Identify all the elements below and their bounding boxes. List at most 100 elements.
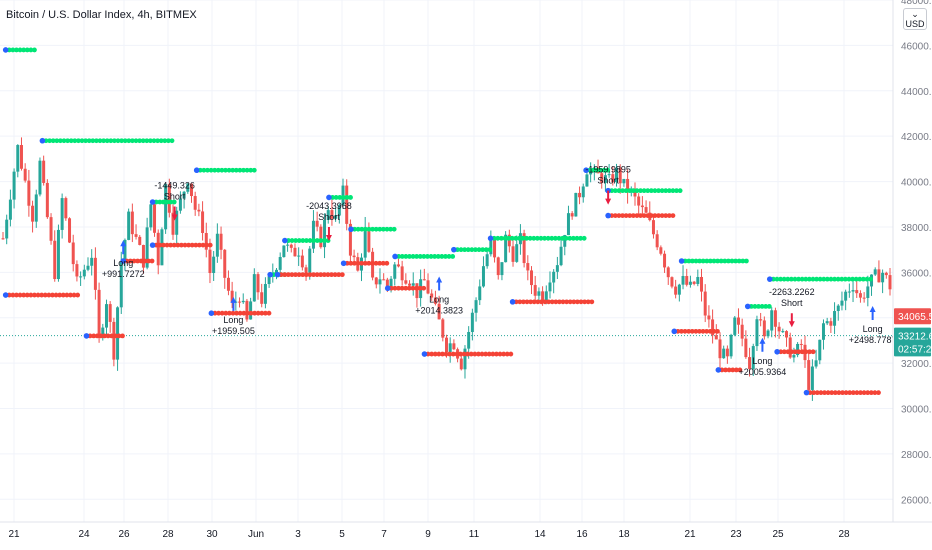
green-stop-dot — [311, 238, 317, 243]
green-stop-dot — [126, 138, 132, 144]
x-tick-label: 18 — [618, 529, 630, 540]
green-stop-dot — [17, 47, 23, 53]
candle-body — [53, 240, 57, 280]
red-stop-dot — [32, 292, 37, 298]
candle-body — [703, 291, 707, 316]
green-stop-dot — [446, 254, 452, 259]
red-stop-dot — [847, 390, 853, 396]
signal-label-2: +2005.9364 — [739, 367, 787, 377]
green-stop-dot — [623, 188, 629, 194]
green-stop-dot — [552, 235, 558, 241]
candle-body — [345, 185, 349, 224]
stop-start-marker — [83, 333, 90, 339]
green-stop-dot — [774, 276, 780, 282]
candle-body — [223, 249, 227, 278]
green-stop-dot — [697, 258, 703, 264]
price-label: 33212.62 — [898, 332, 932, 343]
candle-body — [378, 279, 382, 285]
red-stop-dot — [403, 285, 409, 291]
stop-start-marker — [487, 235, 494, 242]
green-stop-dot — [348, 195, 353, 200]
candle-body — [633, 188, 637, 197]
candle-body — [149, 204, 153, 228]
candle-body — [541, 291, 545, 302]
price-axis[interactable]: 26000.0028000.0030000.0032000.0034000.00… — [892, 0, 932, 550]
candle-body — [16, 145, 20, 172]
candle-body — [851, 290, 855, 292]
candle-body — [707, 315, 711, 320]
green-stop-dot — [476, 247, 482, 253]
green-stop-dot — [432, 254, 438, 259]
stop-start-marker — [678, 258, 685, 264]
red-stop-dot — [443, 351, 449, 357]
candle-body — [323, 219, 327, 248]
green-stop-dot — [744, 258, 749, 264]
candle-body — [611, 174, 615, 183]
red-stop-dot — [707, 328, 713, 334]
red-stop-dot — [68, 292, 73, 298]
red-stop-dot — [564, 299, 570, 305]
red-stop-dot — [829, 390, 835, 396]
red-stop-dot — [666, 213, 672, 219]
red-stop-dot — [832, 390, 838, 396]
green-stop-dot — [407, 254, 412, 259]
green-stop-dot — [560, 235, 565, 241]
red-stop-dot — [35, 292, 41, 298]
red-stop-dot — [50, 292, 55, 298]
green-stop-dot — [563, 235, 569, 241]
red-stop-dot — [479, 351, 485, 357]
red-stop-dot — [237, 310, 243, 316]
candle-body — [337, 205, 341, 216]
candle-body — [522, 233, 526, 264]
green-stop-dot — [722, 258, 728, 264]
candle-body — [68, 218, 72, 243]
green-stop-dot — [244, 167, 250, 173]
red-stop-dot — [21, 292, 27, 298]
red-stop-dot — [557, 299, 562, 305]
currency-button[interactable]: ⌄ USD — [903, 8, 927, 30]
candle-body — [663, 253, 667, 268]
green-stop-dot — [384, 226, 390, 232]
green-stop-dot — [545, 235, 551, 241]
candle-body — [93, 257, 97, 290]
green-stop-dot — [693, 258, 699, 264]
green-stop-dot — [674, 188, 679, 194]
x-tick-label: 16 — [576, 529, 588, 540]
red-stop-dot — [336, 272, 342, 278]
candle-body — [873, 269, 877, 275]
candle-body — [404, 280, 408, 284]
red-stop-dot — [248, 310, 254, 316]
green-stop-dot — [465, 247, 471, 253]
green-stop-dot — [828, 276, 834, 282]
red-stop-dot — [410, 285, 416, 291]
green-stop-dot — [380, 226, 386, 232]
green-stop-dot — [65, 138, 71, 144]
candle-body — [171, 212, 175, 235]
time-axis[interactable]: 21 24 26 28 30 Jun 3 5 7 9 11 14 16 18 21 23 25 28 — [0, 521, 932, 540]
red-stop-dot — [219, 310, 225, 316]
green-stop-dot — [538, 235, 544, 241]
candle-body — [493, 238, 497, 258]
green-stop-dot — [810, 276, 816, 282]
red-stop-dot — [546, 299, 552, 305]
red-stop-dot — [241, 310, 247, 316]
red-stop-dot — [432, 351, 438, 357]
stop-start-marker — [2, 47, 9, 53]
candle-body — [670, 277, 674, 287]
candle-body — [400, 266, 404, 281]
green-stop-dot — [785, 276, 791, 282]
stop-start-marker — [766, 276, 773, 282]
green-stop-dot — [799, 276, 805, 282]
stop-start-marker — [509, 299, 516, 305]
green-stop-dot — [439, 254, 445, 259]
green-stop-dot — [634, 188, 640, 194]
green-stop-dot — [711, 258, 717, 264]
candle-body — [626, 178, 630, 193]
red-stop-dot — [476, 351, 481, 357]
green-stop-dot — [670, 188, 676, 194]
green-stop-dot — [677, 188, 683, 194]
x-tick-label: 3 — [295, 529, 301, 540]
candle-body — [260, 292, 264, 304]
x-tick-label: 14 — [534, 529, 546, 540]
